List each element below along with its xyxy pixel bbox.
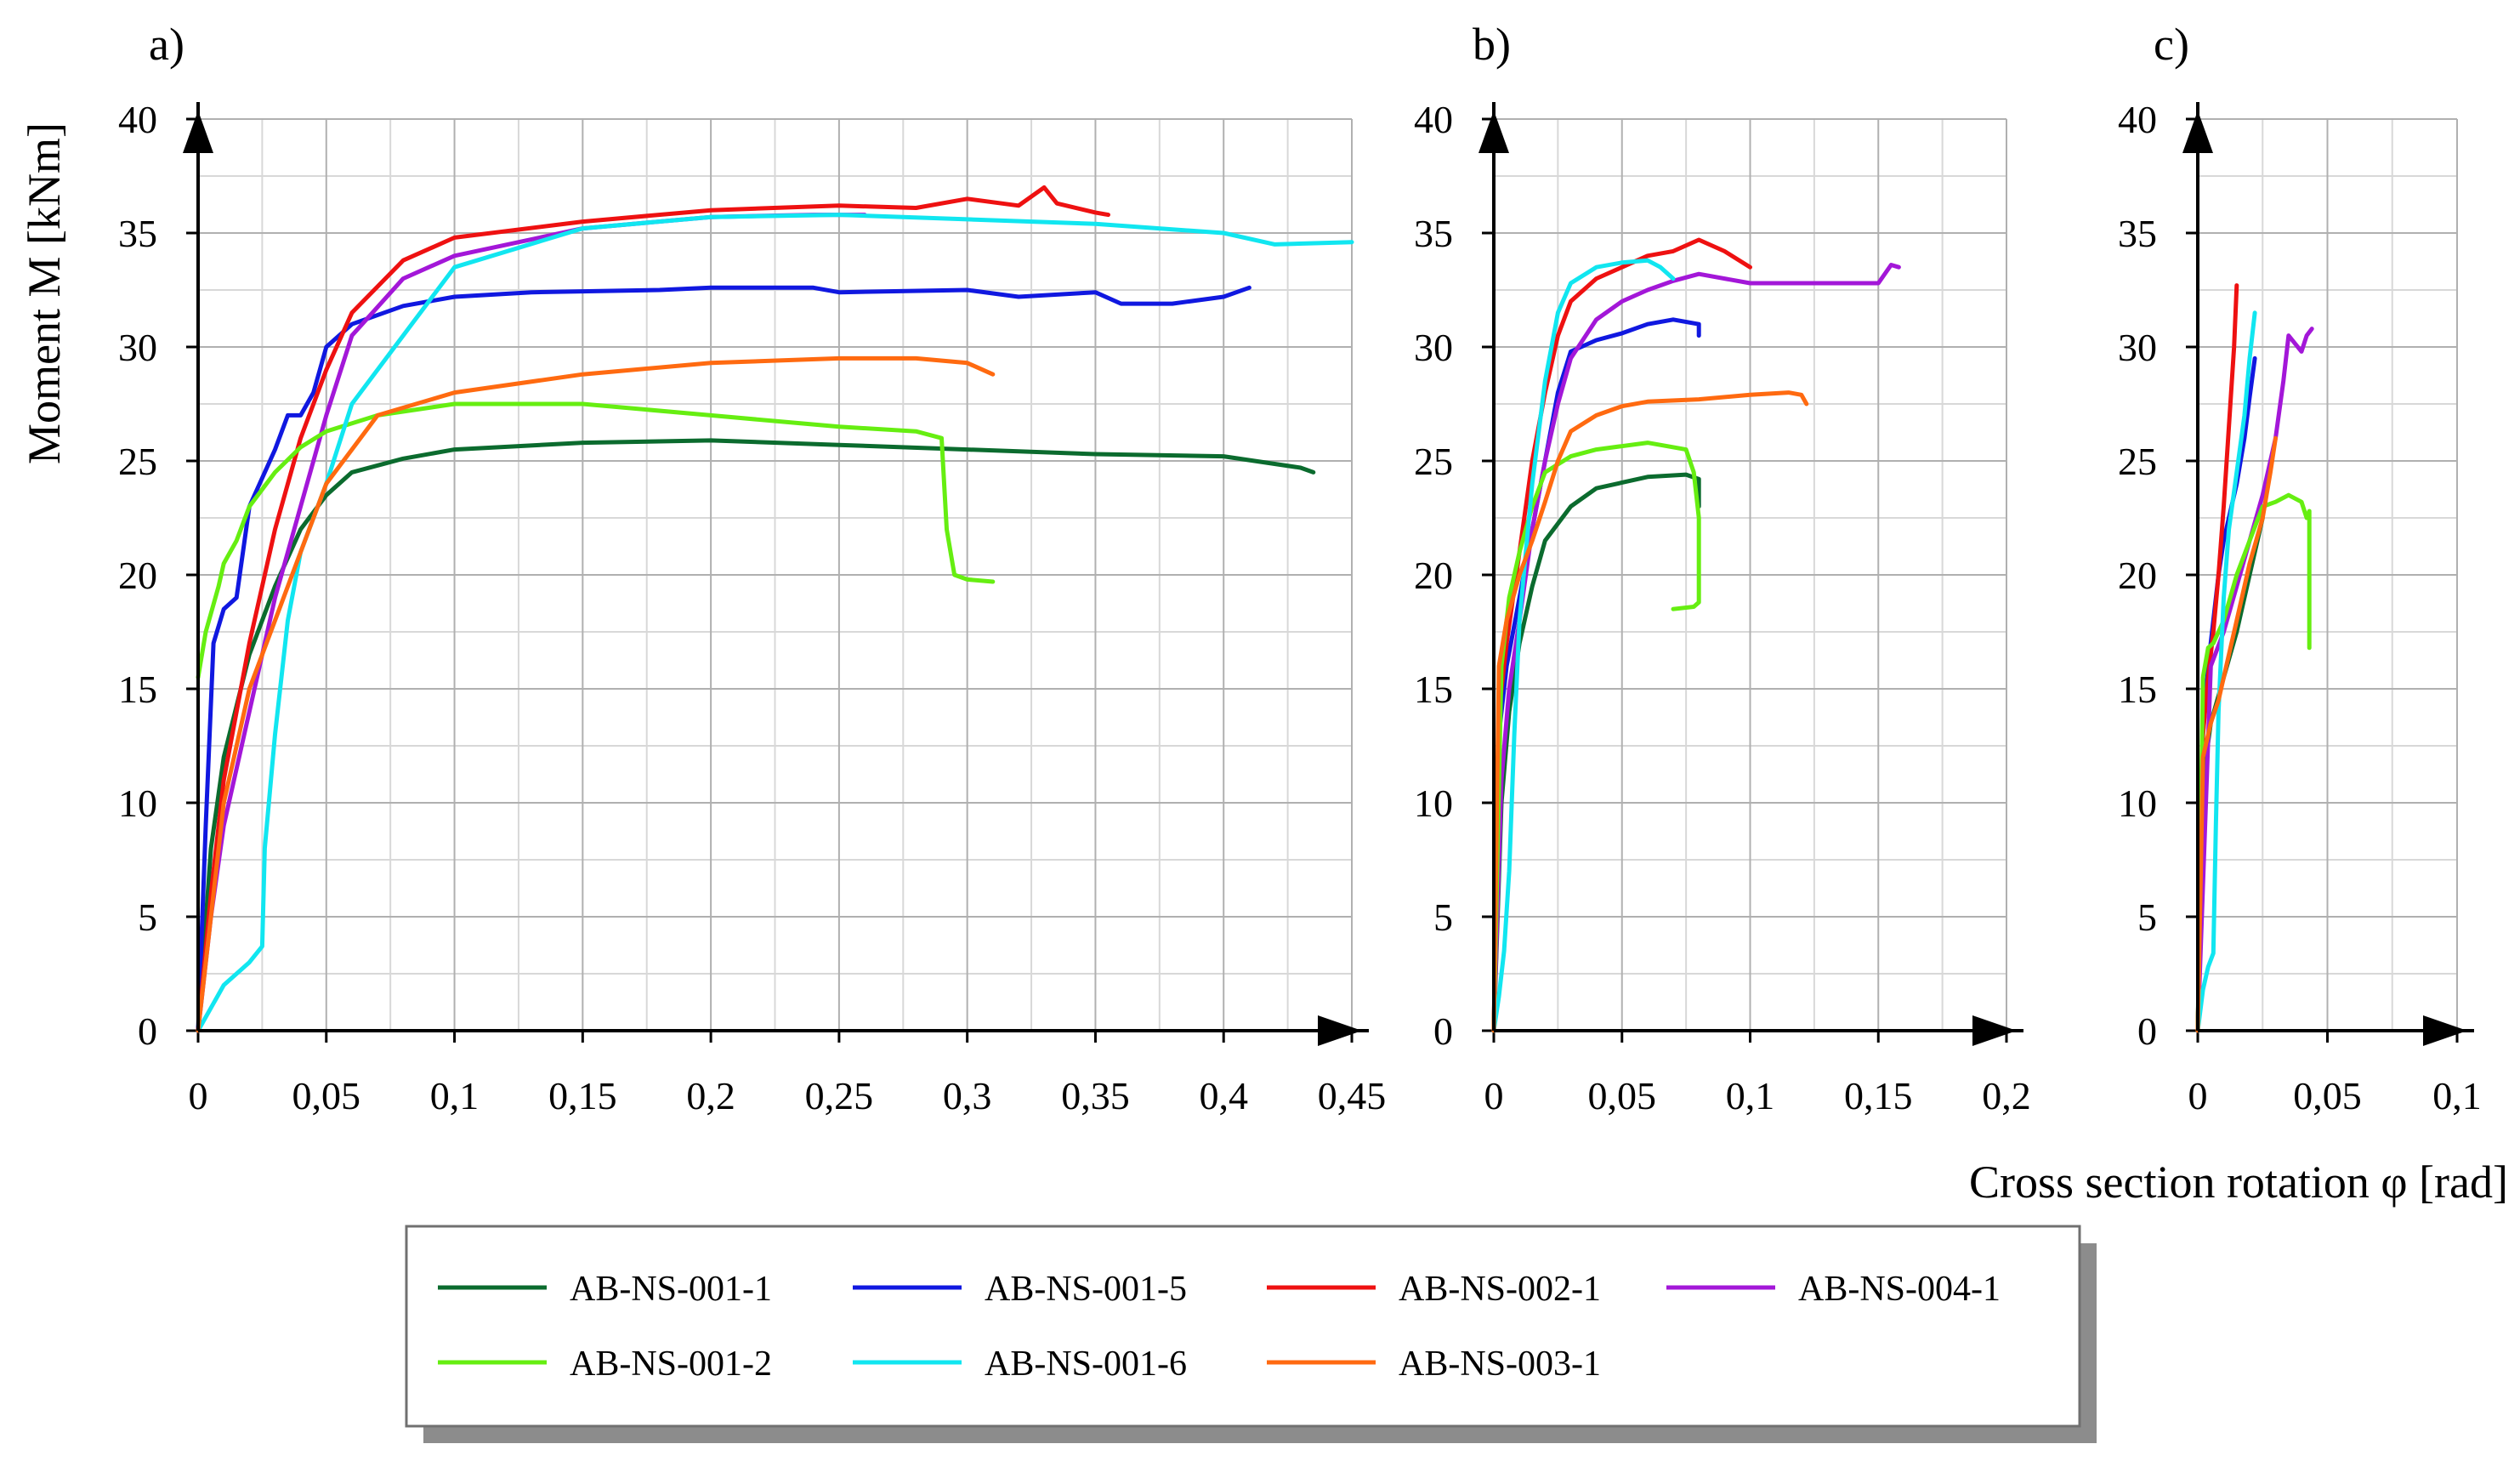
grid bbox=[198, 118, 1353, 1031]
series-AB-NS-001-2 bbox=[196, 401, 996, 680]
y-tick-label: 20 bbox=[2118, 554, 2157, 597]
y-tick-label: 30 bbox=[118, 326, 157, 369]
x-tick-label: 0 bbox=[189, 1074, 208, 1117]
legend-item: AB-NS-003-1 bbox=[1267, 1344, 1601, 1384]
y-tick-label: 25 bbox=[1414, 440, 1453, 483]
y-tick-label: 35 bbox=[2118, 212, 2157, 255]
legend-item: AB-NS-001-6 bbox=[853, 1344, 1187, 1384]
grid bbox=[2198, 118, 2458, 1031]
panel-label: c) bbox=[2154, 19, 2189, 70]
series-AB-NS-003-1 bbox=[196, 355, 996, 1033]
grid bbox=[1494, 118, 2007, 1031]
y-tick-label: 15 bbox=[1414, 668, 1453, 711]
y-tick-label: 15 bbox=[118, 668, 157, 711]
x-tick-label: 0,05 bbox=[1588, 1074, 1657, 1117]
series-AB-NS-001-5 bbox=[1491, 317, 1701, 1033]
y-axis-arrow bbox=[183, 111, 213, 153]
x-axis-arrow bbox=[2423, 1015, 2467, 1046]
y-tick-label: 20 bbox=[118, 554, 157, 597]
x-tick-label: 0,35 bbox=[1061, 1074, 1130, 1117]
series-group bbox=[196, 185, 1354, 1033]
series-AB-NS-002-1 bbox=[196, 185, 1110, 1033]
series-AB-NS-004-1 bbox=[1491, 263, 1901, 1033]
legend-item: AB-NS-002-1 bbox=[1267, 1270, 1601, 1309]
y-tick-label: 0 bbox=[2137, 1009, 2157, 1053]
y-tick-label: 40 bbox=[118, 98, 157, 141]
y-tick-label: 10 bbox=[2118, 782, 2157, 825]
y-axis-label: Moment M [kNm] bbox=[19, 122, 70, 464]
series-AB-NS-003-1 bbox=[1491, 390, 1809, 1033]
y-tick-label: 0 bbox=[138, 1009, 157, 1053]
y-tick-label: 25 bbox=[118, 440, 157, 483]
legend-label: AB-NS-002-1 bbox=[1399, 1270, 1601, 1309]
x-axis-arrow bbox=[1318, 1015, 1362, 1046]
x-tick-label: 0,25 bbox=[805, 1074, 874, 1117]
series-group bbox=[1491, 237, 1901, 1033]
y-axis-arrow bbox=[1479, 111, 1509, 153]
y-tick-label: 40 bbox=[2118, 98, 2157, 141]
y-tick-label: 20 bbox=[1414, 554, 1453, 597]
panel-1: 0 5 10 15 20 25 30 35 40 0 0,05 0,1 0,15 0,2 0,25 0,3 0,… bbox=[118, 19, 1386, 1117]
x-tick-label: 0 bbox=[1484, 1074, 1504, 1117]
series-AB-NS-001-2 bbox=[2195, 492, 2312, 1033]
x-tick-label: 0,1 bbox=[1726, 1074, 1775, 1117]
y-tick-label: 10 bbox=[118, 782, 157, 825]
x-tick-label: 0,3 bbox=[943, 1074, 992, 1117]
x-tick-label: 0,1 bbox=[430, 1074, 480, 1117]
series-AB-NS-002-1 bbox=[2195, 283, 2239, 1033]
x-tick-label: 0,15 bbox=[1844, 1074, 1913, 1117]
y-tick-label: 5 bbox=[138, 895, 157, 939]
y-tick-label: 30 bbox=[2118, 326, 2157, 369]
series-AB-NS-001-2 bbox=[1491, 441, 1701, 1033]
panel-label: b) bbox=[1473, 19, 1511, 70]
series-AB-NS-001-6 bbox=[2195, 310, 2257, 1033]
x-tick-label: 0,45 bbox=[1318, 1074, 1387, 1117]
x-tick-label: 0,15 bbox=[548, 1074, 617, 1117]
series-AB-NS-003-1 bbox=[2195, 435, 2278, 1033]
legend-item: AB-NS-004-1 bbox=[1666, 1270, 2001, 1309]
panel-3: 0 5 10 15 20 25 30 35 40 0 0,05 0,1 c) bbox=[2118, 19, 2482, 1117]
legend-label: AB-NS-003-1 bbox=[1399, 1344, 1601, 1384]
legend-label: AB-NS-001-1 bbox=[570, 1270, 772, 1309]
series-group bbox=[2195, 283, 2314, 1033]
x-tick-label: 0,2 bbox=[686, 1074, 735, 1117]
y-tick-label: 35 bbox=[118, 212, 157, 255]
legend-label: AB-NS-001-6 bbox=[985, 1344, 1187, 1384]
series-AB-NS-001-6 bbox=[1491, 258, 1676, 1033]
series-AB-NS-004-1 bbox=[196, 213, 867, 1033]
y-tick-label: 35 bbox=[1414, 212, 1453, 255]
panel-2: 0 5 10 15 20 25 30 35 40 0 0,05 0,1 0,15 0,2 b) bbox=[1414, 19, 2031, 1117]
x-tick-label: 0,05 bbox=[292, 1074, 361, 1117]
legend-items: AB-NS-001-1 AB-NS-001-5 AB-NS-002-1 AB-NS-0… bbox=[438, 1270, 2001, 1384]
y-tick-label: 40 bbox=[1414, 98, 1453, 141]
y-tick-label: 10 bbox=[1414, 782, 1453, 825]
legend-label: AB-NS-004-1 bbox=[1798, 1270, 2001, 1309]
y-tick-label: 25 bbox=[2118, 440, 2157, 483]
legend-item: AB-NS-001-5 bbox=[853, 1270, 1187, 1309]
panel-label: a) bbox=[149, 19, 184, 70]
y-tick-label: 15 bbox=[2118, 668, 2157, 711]
legend-label: AB-NS-001-2 bbox=[570, 1344, 772, 1384]
x-tick-label: 0,4 bbox=[1199, 1074, 1248, 1117]
y-axis-arrow bbox=[2182, 111, 2213, 153]
x-tick-label: 0,1 bbox=[2432, 1074, 2482, 1117]
x-tick-label: 0,2 bbox=[1982, 1074, 2031, 1117]
x-axis-label: Cross section rotation φ [rad] bbox=[1969, 1157, 2508, 1208]
legend-label: AB-NS-001-5 bbox=[985, 1270, 1187, 1309]
y-tick-label: 5 bbox=[1433, 895, 1453, 939]
y-tick-label: 30 bbox=[1414, 326, 1453, 369]
legend-item: AB-NS-001-2 bbox=[438, 1344, 772, 1384]
y-tick-label: 0 bbox=[1433, 1009, 1453, 1053]
series-AB-NS-001-6 bbox=[196, 213, 1354, 1033]
y-tick-label: 5 bbox=[2137, 895, 2157, 939]
legend: AB-NS-001-1 AB-NS-001-5 AB-NS-002-1 AB-NS-0… bbox=[405, 1225, 2097, 1443]
legend-frame bbox=[405, 1225, 2081, 1428]
x-tick-label: 0 bbox=[2188, 1074, 2208, 1117]
x-axis-arrow bbox=[1972, 1015, 2017, 1046]
series-AB-NS-001-1 bbox=[196, 438, 1316, 1033]
x-tick-label: 0,05 bbox=[2293, 1074, 2362, 1117]
legend-item: AB-NS-001-1 bbox=[438, 1270, 772, 1309]
